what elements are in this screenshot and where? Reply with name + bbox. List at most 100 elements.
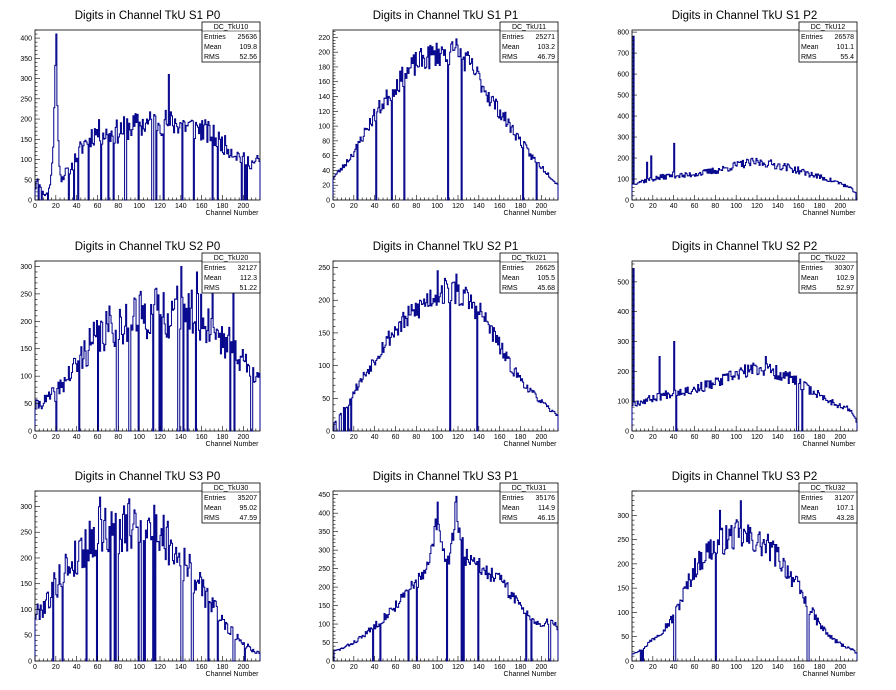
x-tick-label: 80 (711, 664, 719, 671)
y-tick-label: 50 (24, 401, 32, 408)
x-tick-label: 60 (94, 664, 102, 671)
x-tick-label: 100 (133, 664, 145, 671)
x-tick-label: 160 (494, 664, 506, 671)
y-tick-label: 150 (318, 603, 330, 610)
y-tick-label: 200 (20, 555, 32, 562)
chart-title: Digits in Channel TkU S2 P1 (373, 241, 519, 253)
stats-label: Entries (801, 265, 823, 272)
histogram-panel: Digits in Channel TkU S3 P1 0 20 40 60 80 100 1… (318, 471, 559, 678)
y-tick-label: 150 (20, 581, 32, 588)
stats-label: RMS (502, 54, 518, 61)
x-tick-label: 40 (73, 664, 81, 671)
stats-label: RMS (502, 515, 518, 522)
x-tick-label: 200 (535, 434, 547, 441)
x-tick-label: 40 (670, 434, 678, 441)
x-tick-label: 160 (494, 203, 506, 210)
stats-value: 109.8 (239, 44, 257, 51)
y-tick-label: 250 (20, 291, 32, 298)
x-tick-label: 0 (33, 434, 37, 441)
x-axis-label: Channel Number (206, 210, 260, 217)
stats-value: 45.68 (537, 285, 555, 292)
stats-label: Mean (204, 275, 222, 282)
x-tick-label: 120 (154, 434, 166, 441)
x-tick-label: 120 (154, 203, 166, 210)
y-tick-label: 0 (28, 429, 32, 436)
x-tick-label: 40 (73, 203, 81, 210)
histogram-panel: Digits in Channel TkU S3 P0 0 20 40 60 80 100 1… (20, 471, 261, 678)
stats-label: Entries (204, 265, 226, 272)
stats-value: 101.1 (836, 44, 854, 51)
x-tick-label: 160 (793, 434, 805, 441)
y-tick-label: 0 (326, 659, 330, 666)
x-tick-label: 80 (412, 664, 420, 671)
y-tick-label: 150 (318, 330, 330, 337)
stats-value: 52.56 (239, 54, 257, 61)
y-tick-label: 100 (617, 399, 629, 406)
y-tick-label: 250 (318, 265, 330, 272)
x-tick-label: 40 (371, 203, 379, 210)
y-tick-label: 300 (617, 135, 629, 142)
stats-box-frame (499, 482, 559, 524)
y-tick-label: 100 (318, 622, 330, 629)
x-tick-label: 40 (371, 434, 379, 441)
stats-name: DC_TkU12 (811, 24, 846, 31)
stats-name: DC_TkU20 (214, 255, 249, 262)
x-tick-label: 140 (473, 203, 485, 210)
y-tick-label: 140 (318, 94, 330, 101)
stats-box-frame (798, 21, 858, 63)
stats-name: DC_TkU30 (214, 485, 249, 492)
stats-label: Entries (801, 495, 823, 502)
x-tick-label: 20 (350, 664, 358, 671)
x-tick-label: 200 (237, 664, 249, 671)
y-tick-label: 100 (20, 374, 32, 381)
y-tick-label: 20 (322, 183, 330, 190)
x-tick-label: 60 (94, 203, 102, 210)
y-tick-label: 300 (617, 513, 629, 520)
x-tick-label: 140 (473, 434, 485, 441)
x-tick-label: 80 (412, 434, 420, 441)
y-tick-label: 300 (20, 76, 32, 83)
x-tick-label: 200 (834, 434, 846, 441)
chart-title: Digits in Channel TkU S1 P0 (75, 10, 221, 22)
x-tick-label: 180 (814, 203, 826, 210)
x-tick-label: 80 (114, 434, 122, 441)
stats-value: 112.3 (240, 275, 257, 282)
stats-box: DC_TkU11 Entries 25271 Mean 103.2 RMS 46.79 (499, 21, 559, 63)
y-tick-label: 50 (24, 633, 32, 640)
y-tick-label: 250 (617, 537, 629, 544)
x-tick-label: 0 (33, 664, 37, 671)
stats-label: RMS (502, 285, 518, 292)
stats-label: RMS (204, 285, 220, 292)
y-tick-label: 220 (318, 35, 330, 42)
y-tick-label: 400 (20, 36, 32, 43)
y-tick-label: 50 (24, 177, 32, 184)
y-tick-label: 300 (318, 548, 330, 555)
histogram-series (34, 33, 261, 201)
x-tick-label: 0 (630, 434, 634, 441)
x-tick-label: 100 (133, 203, 145, 210)
stats-box: DC_TkU12 Entries 26578 Mean 101.1 RMS 55.4 (798, 21, 858, 63)
stats-name: DC_TkU10 (214, 24, 249, 31)
y-tick-label: 0 (625, 429, 629, 436)
y-tick-label: 200 (617, 561, 629, 568)
x-tick-label: 40 (670, 203, 678, 210)
stats-value: 52.97 (836, 285, 854, 292)
y-tick-label: 500 (617, 279, 629, 286)
stats-value: 105.5 (537, 275, 555, 282)
x-axis-label: Channel Number (803, 441, 857, 448)
x-tick-label: 200 (834, 664, 846, 671)
y-tick-label: 300 (617, 339, 629, 346)
y-tick-label: 150 (20, 137, 32, 144)
y-tick-label: 40 (322, 168, 330, 175)
x-tick-label: 120 (452, 203, 464, 210)
y-tick-label: 200 (318, 298, 330, 305)
x-axis-label: Channel Number (206, 441, 260, 448)
stats-label: Entries (204, 495, 226, 502)
y-tick-label: 80 (322, 138, 330, 145)
x-axis-label: Channel Number (803, 210, 857, 217)
histogram-series (34, 496, 261, 662)
x-tick-label: 20 (350, 434, 358, 441)
histogram-series (631, 267, 858, 432)
stats-box-frame (798, 252, 858, 294)
